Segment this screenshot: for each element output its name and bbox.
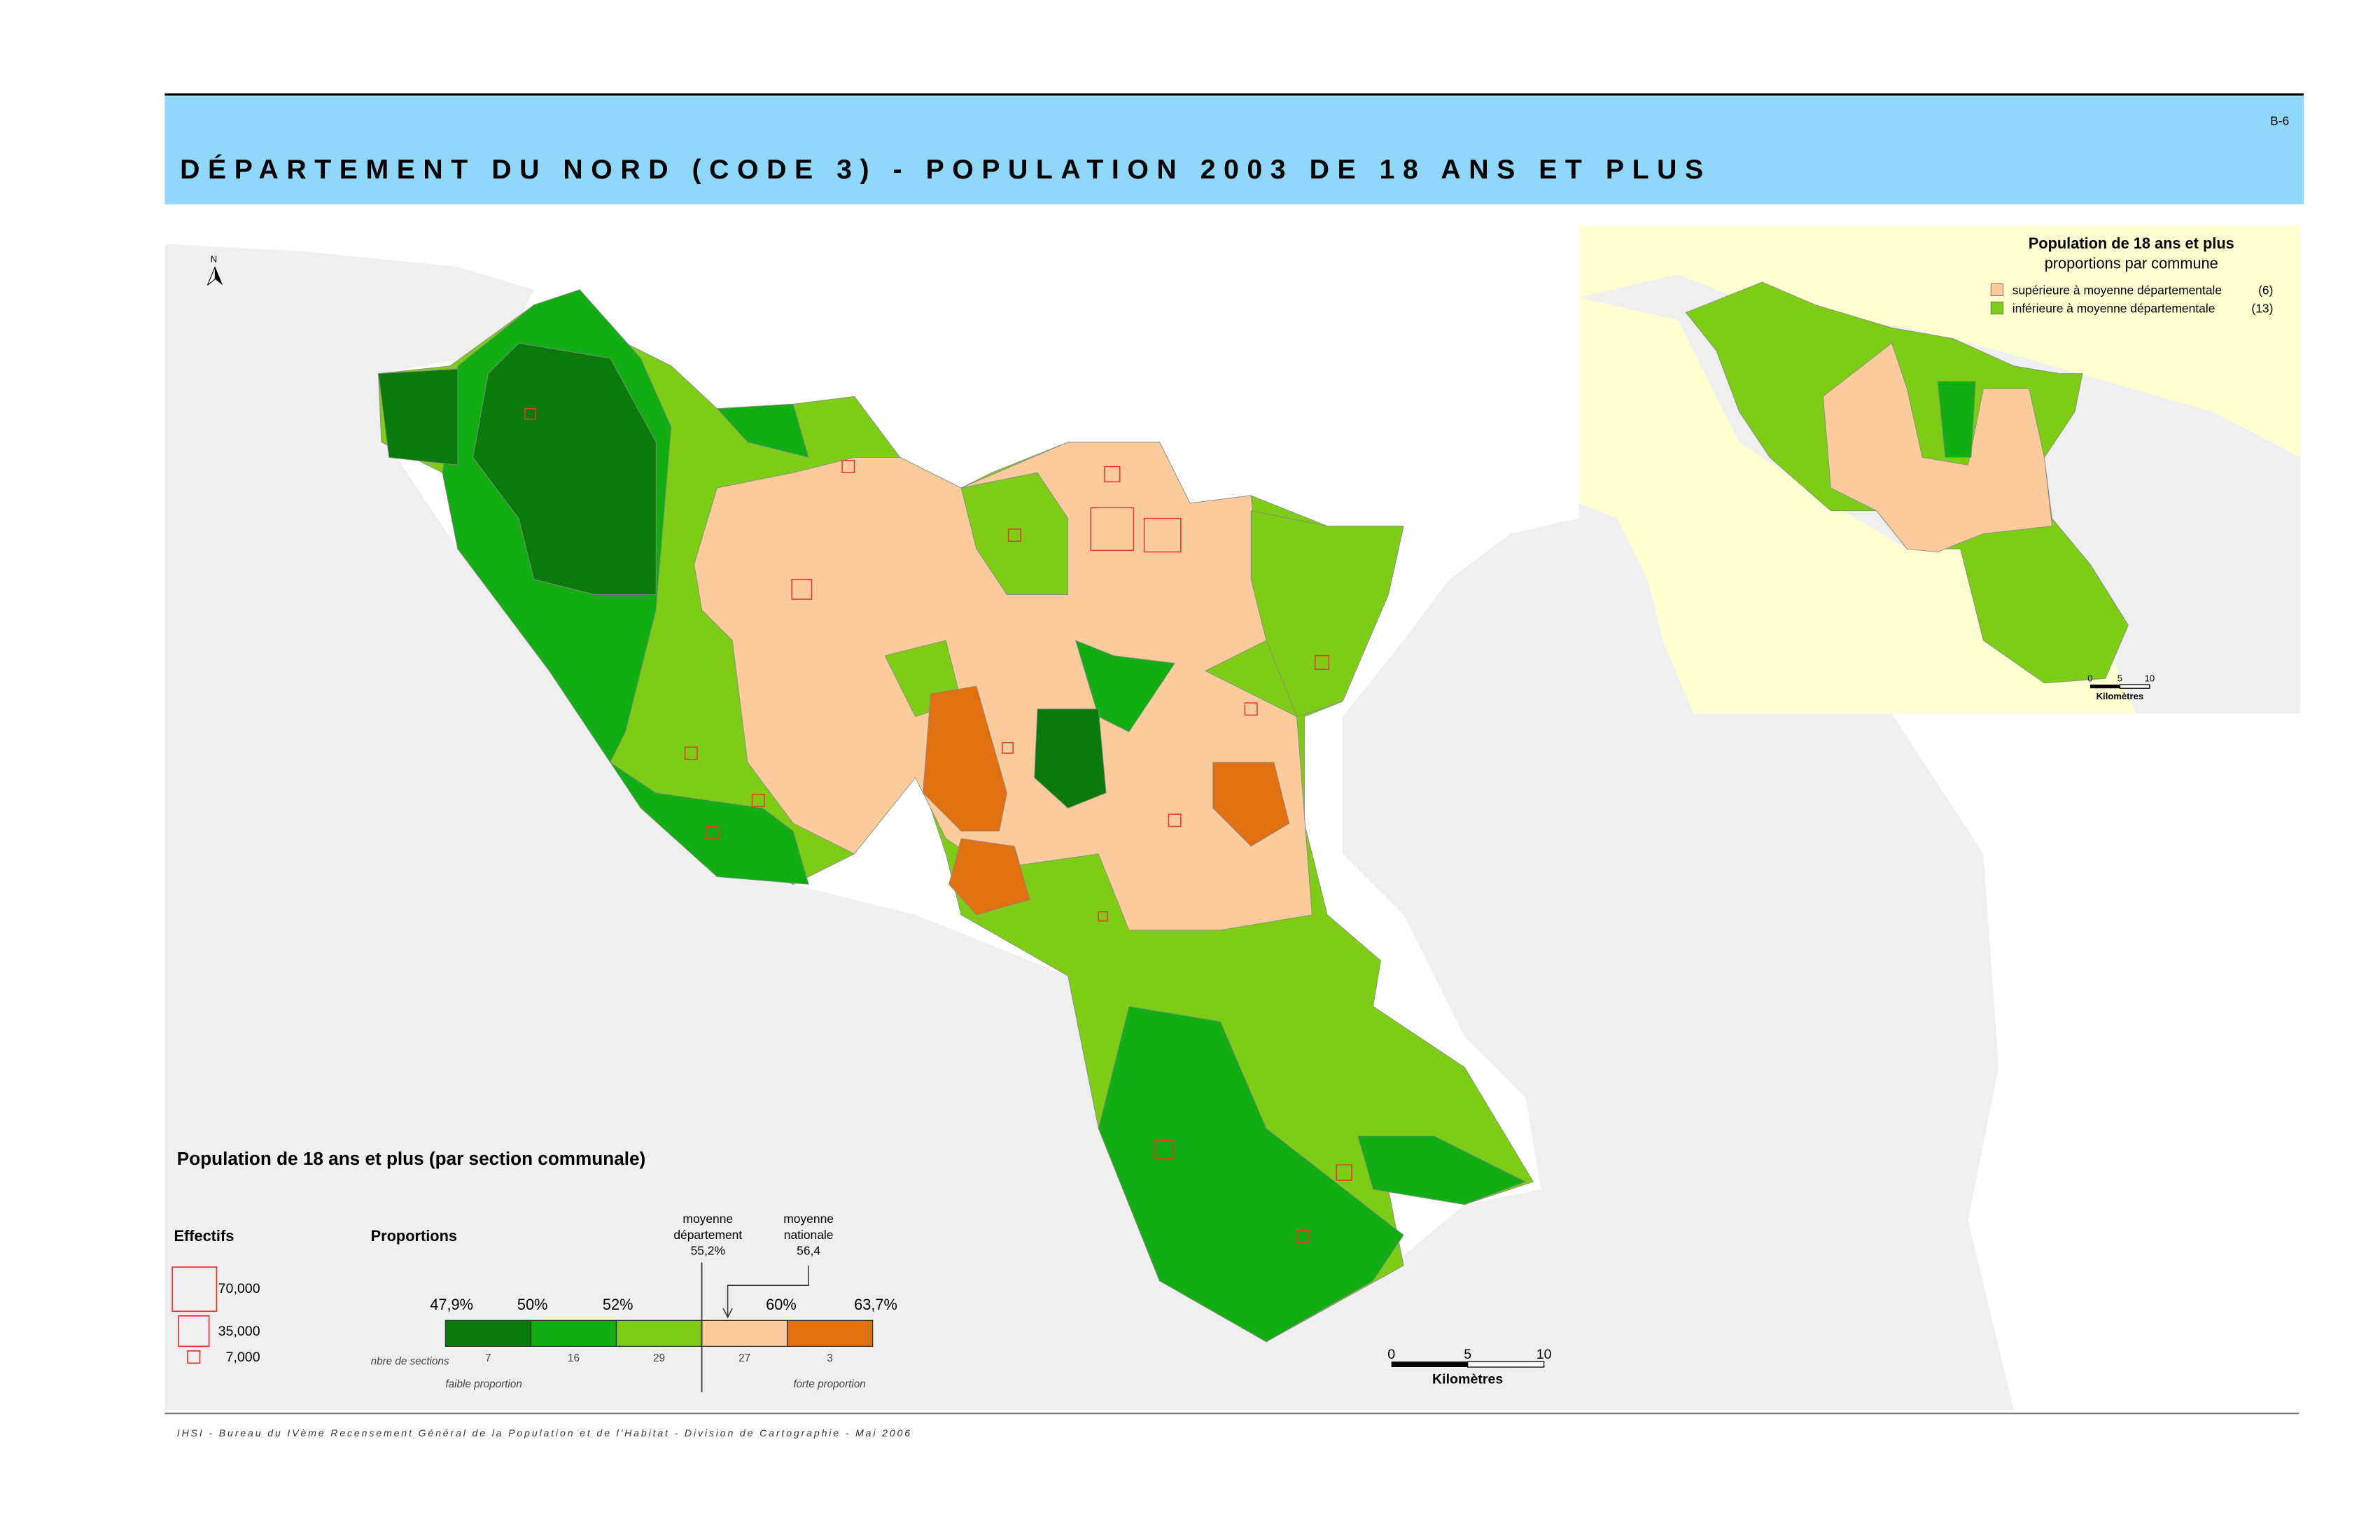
scale-segment — [1391, 1362, 1468, 1367]
national-mean-label: moyenne — [783, 1212, 834, 1226]
scale-segment — [1467, 1361, 1545, 1368]
legend-swatch — [1990, 301, 2004, 315]
break-label: 60% — [766, 1296, 797, 1313]
page-code: B-6 — [2270, 114, 2289, 128]
legend-swatch — [1990, 283, 2004, 297]
main-map — [378, 289, 1534, 1343]
scale-tick-label: 10 — [1536, 1347, 1552, 1362]
legend-title: Population de 18 ans et plus (par sectio… — [177, 1148, 645, 1169]
high-label: forte proportion — [793, 1378, 865, 1390]
dept-mean-label: 55,2% — [691, 1244, 725, 1258]
break-label: 63,7% — [854, 1296, 897, 1313]
national-mean-label: nationale — [784, 1228, 834, 1242]
break-label: 52% — [603, 1296, 634, 1313]
class-swatch — [530, 1320, 617, 1348]
break-label: 47,9% — [430, 1296, 473, 1313]
header-band — [164, 96, 2304, 204]
class-count: 29 — [653, 1352, 665, 1364]
scale-tick-label: 0 — [1387, 1347, 1395, 1362]
count-label: nbre de sections — [371, 1356, 449, 1368]
low-label: faible proportion — [445, 1378, 522, 1390]
legend-label: supérieure à moyenne départementale — [2012, 283, 2222, 297]
scale-segment — [2090, 685, 2120, 689]
national-mean-label: 56,4 — [797, 1244, 820, 1258]
scale-tick-label: 0 — [2087, 673, 2092, 684]
inset-subtitle: proportions par commune — [2045, 254, 2218, 272]
effectifs-title: Effectifs — [174, 1227, 234, 1245]
class-count: 27 — [738, 1352, 750, 1364]
scale-unit: Kilomètres — [2096, 691, 2144, 701]
legend-count: (6) — [2258, 283, 2273, 297]
class-count: 16 — [568, 1352, 580, 1364]
size-symbol — [187, 1350, 201, 1364]
inset-title: Population de 18 ans et plus — [2029, 234, 2234, 252]
class-swatch — [444, 1320, 532, 1348]
scale-segment — [2119, 684, 2150, 689]
break-label: 50% — [517, 1296, 548, 1313]
national-mean-arrow — [722, 1265, 809, 1319]
legend-count: (13) — [2251, 302, 2273, 316]
scale-unit: Kilomètres — [1432, 1372, 1503, 1387]
scale-tick-label: 5 — [2118, 673, 2122, 684]
class-count: 3 — [827, 1352, 832, 1364]
proportions-legend: 7 16 29 27 3 47,9% 50% 52% 60% 63,7% nbre de secti… — [371, 1212, 897, 1392]
scale-tick-label: 10 — [2145, 673, 2155, 684]
north-label: N — [211, 254, 217, 265]
dept-mean-label: moyenne — [682, 1212, 733, 1226]
inset-map — [1578, 225, 2301, 714]
class-count: 7 — [485, 1352, 491, 1364]
proportions-title: Proportions — [371, 1227, 457, 1245]
inset-legend: supérieure à moyenne départementale (6) in… — [1990, 283, 2273, 316]
page-title: DÉPARTEMENT DU NORD (CODE 3) - POPULATIO… — [180, 154, 1712, 185]
dept-mean-label: département — [673, 1228, 742, 1242]
class-swatch — [615, 1320, 703, 1348]
scale-tick-label: 5 — [1464, 1347, 1471, 1362]
size-label: 35,000 — [218, 1324, 260, 1339]
size-symbol — [178, 1315, 210, 1348]
class-swatch — [701, 1320, 788, 1348]
effectifs-legend: 70,000 35,000 7,000 — [172, 1266, 260, 1365]
scale-bar: 0 5 10 Kilomètres — [1387, 1347, 1551, 1387]
footer-credit: IHSI - Bureau du IVème Recensement Génér… — [177, 1428, 912, 1439]
class-swatch — [786, 1320, 874, 1348]
size-symbol — [172, 1266, 218, 1312]
size-label: 7,000 — [226, 1350, 260, 1365]
size-label: 70,000 — [218, 1281, 260, 1296]
legend-label: inférieure à moyenne départementale — [2012, 302, 2216, 316]
